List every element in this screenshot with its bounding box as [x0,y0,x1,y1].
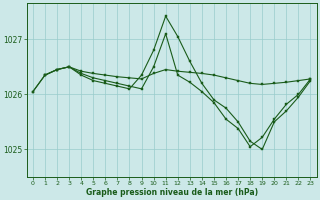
X-axis label: Graphe pression niveau de la mer (hPa): Graphe pression niveau de la mer (hPa) [86,188,258,197]
